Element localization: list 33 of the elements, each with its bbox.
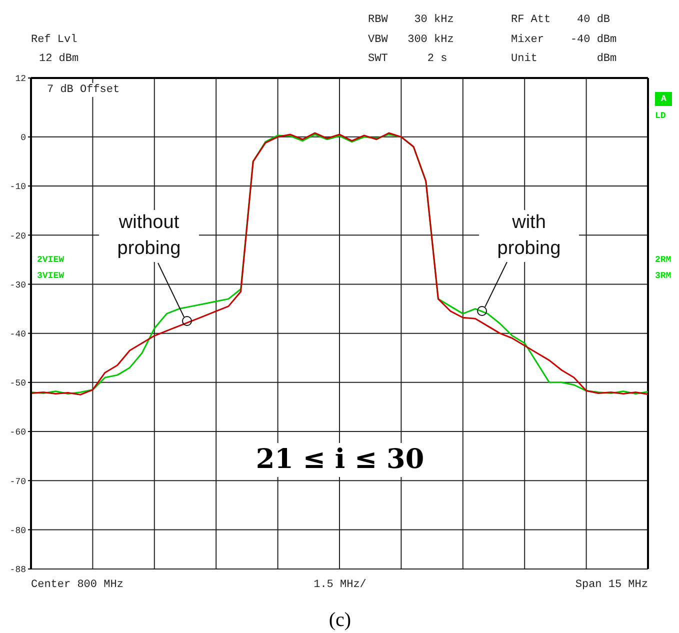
text: Mixer -40 dBm bbox=[511, 33, 617, 47]
y-tick-label: -10 bbox=[10, 182, 26, 192]
y-tick-label: -40 bbox=[10, 330, 26, 340]
y-tick-label: -60 bbox=[10, 428, 26, 438]
y-tick-label: -88 bbox=[10, 565, 26, 576]
text: VBW 300 kHz bbox=[368, 33, 454, 47]
y-tick-label: -70 bbox=[10, 476, 26, 487]
text: Center 800 MHz bbox=[31, 578, 124, 592]
text: SWT 2 s bbox=[368, 52, 448, 66]
y-tick-label: -20 bbox=[10, 231, 26, 242]
y-tick-label: -50 bbox=[10, 378, 26, 389]
annotation: 3VIEW bbox=[37, 270, 64, 283]
text: 3RM bbox=[655, 270, 672, 283]
text: 1.5 MHz/ bbox=[314, 578, 366, 592]
text: RF Att 40 dB bbox=[511, 13, 610, 27]
text: (c) bbox=[328, 608, 352, 632]
text: 2RM bbox=[655, 254, 672, 267]
annotation: 2VIEW bbox=[37, 254, 64, 267]
text: 12 dBm bbox=[39, 52, 79, 66]
y-tick-label: 0 bbox=[20, 133, 26, 144]
y-tick-label: -80 bbox=[10, 526, 26, 536]
annotation: 7 dB Offset bbox=[47, 83, 120, 97]
y-tick-label: 12 bbox=[15, 74, 26, 84]
annotation: without probing bbox=[99, 210, 199, 262]
text: Span 15 MHz bbox=[575, 578, 648, 592]
annotation: 21 ≤ i ≤ 30 bbox=[252, 443, 428, 477]
text: RBW 30 kHz bbox=[368, 13, 454, 27]
text: Unit dBm bbox=[511, 52, 617, 66]
y-tick-label: -30 bbox=[10, 280, 26, 290]
annotation: with probing bbox=[479, 210, 579, 262]
text: Ref Lvl bbox=[31, 33, 78, 47]
text: A bbox=[655, 92, 672, 106]
text: LD bbox=[655, 110, 666, 123]
